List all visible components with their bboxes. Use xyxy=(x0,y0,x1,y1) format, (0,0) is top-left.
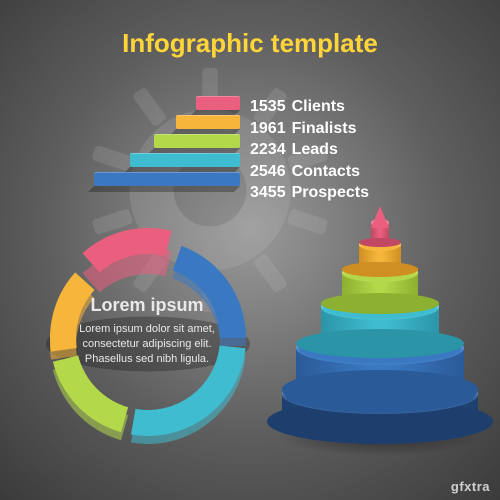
legend-row: 2546 Contacts xyxy=(250,161,369,183)
legend-row: 1961 Finalists xyxy=(250,118,369,140)
bar-segment xyxy=(154,134,240,148)
infographic-stage: Infographic template 1535 Clients 1961 Fina… xyxy=(0,0,500,500)
legend: 1535 Clients 1961 Finalists 2234 Leads 2546 Con… xyxy=(250,96,369,204)
legend-label: Prospects xyxy=(292,182,369,204)
lorem-block: Lorem ipsum Lorem ipsum dolor sit amet, … xyxy=(72,295,222,367)
legend-label: Leads xyxy=(292,139,338,161)
cone-tip xyxy=(371,206,389,228)
legend-label: Finalists xyxy=(292,118,357,140)
legend-label: Contacts xyxy=(292,161,360,183)
legend-row: 1535 Clients xyxy=(250,96,369,118)
legend-label: Clients xyxy=(292,96,345,118)
cone-3d xyxy=(280,220,480,450)
lorem-heading: Lorem ipsum xyxy=(72,295,222,316)
bar-segment xyxy=(94,172,240,186)
bar-segment xyxy=(130,153,240,167)
legend-value: 1961 xyxy=(250,118,286,140)
page-title: Infographic template xyxy=(0,28,500,59)
bar-segment xyxy=(196,96,240,110)
bar-segment xyxy=(176,115,240,129)
bar-stack xyxy=(90,96,240,186)
legend-row: 3455 Prospects xyxy=(250,182,369,204)
legend-value: 3455 xyxy=(250,182,286,204)
legend-row: 2234 Leads xyxy=(250,139,369,161)
lorem-body: Lorem ipsum dolor sit amet, consectetur … xyxy=(72,322,222,367)
legend-value: 2234 xyxy=(250,139,286,161)
watermark: gfxtra xyxy=(451,479,490,494)
legend-value: 2546 xyxy=(250,161,286,183)
legend-value: 1535 xyxy=(250,96,286,118)
